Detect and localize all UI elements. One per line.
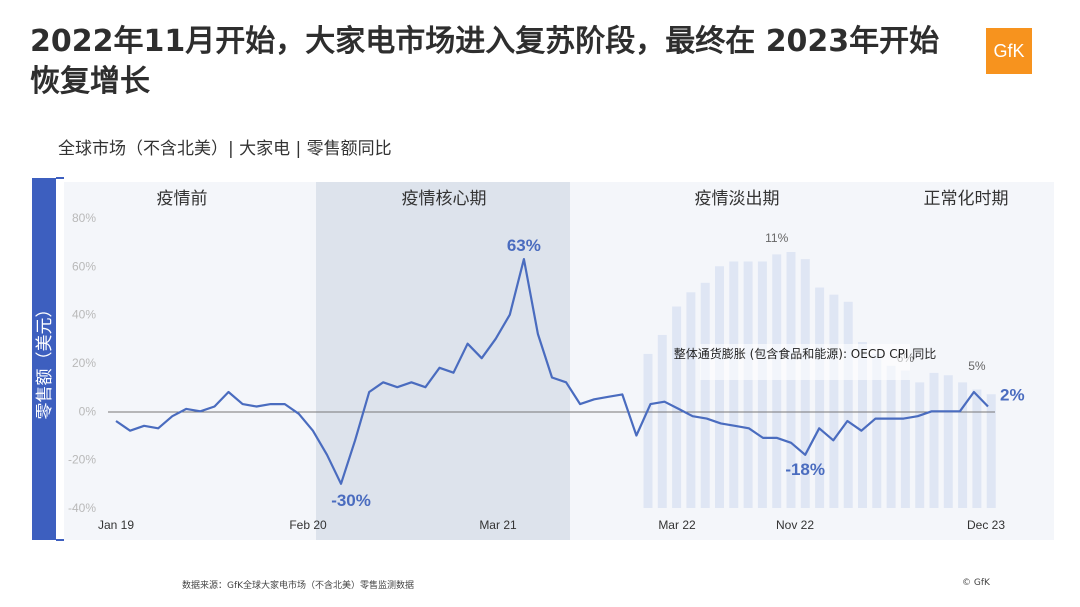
callout-label: -18% <box>785 460 825 479</box>
x-tick-label: Mar 21 <box>479 518 517 532</box>
cpi-bar <box>858 342 867 508</box>
phase-label: 疫情淡出期 <box>695 189 780 209</box>
cpi-bar <box>900 370 910 508</box>
cpi-bars: 11%6%5% <box>643 231 996 508</box>
cpi-bar <box>700 282 710 508</box>
y-tick-label: 40% <box>72 308 96 322</box>
y-tick-label: 60% <box>72 259 96 273</box>
cpi-note: 整体通货膨胀 (包含食品和能源): OECD CPI 同比 <box>674 346 936 361</box>
retail-yoy-line <box>115 258 989 485</box>
source-note: 数据来源：GfK全球大家电市场（不含北美）零售监测数据 <box>182 581 415 591</box>
cpi-bar <box>958 382 968 508</box>
cpi-value-label: 5% <box>968 359 986 373</box>
y-tick-label: 20% <box>72 356 96 370</box>
y-tick-label: -20% <box>68 453 96 467</box>
copyright: © GfK <box>962 578 990 588</box>
cpi-bar <box>915 382 925 508</box>
cpi-bar <box>986 394 996 508</box>
ylabel-bracket <box>56 177 64 541</box>
y-tick-label: 0% <box>79 404 97 418</box>
cpi-bar <box>643 353 653 508</box>
cpi-bar <box>829 294 839 508</box>
phase-label: 正常化时期 <box>924 189 1009 209</box>
x-tick-label: Mar 22 <box>658 518 696 532</box>
x-tick-label: Dec 23 <box>967 518 1005 532</box>
phase-band-pre <box>64 182 316 540</box>
phase-label: 疫情核心期 <box>402 189 487 209</box>
cpi-value-label: 11% <box>765 231 788 245</box>
cpi-bar <box>743 261 753 508</box>
gfk-logo: GfK <box>986 28 1032 74</box>
chart-subtitle: 全球市场（不含北美）| 大家电 | 零售额同比 <box>58 139 392 159</box>
cpi-bar <box>757 261 767 508</box>
y-tick-label: 80% <box>72 211 96 225</box>
x-tick-label: Feb 20 <box>289 518 327 532</box>
cpi-bar <box>886 365 896 508</box>
y-tick-label: -40% <box>68 501 96 515</box>
cpi-bar <box>815 287 825 508</box>
cpi-bar <box>686 292 696 508</box>
cpi-bar <box>800 259 810 508</box>
cpi-bar <box>872 353 882 508</box>
cpi-bar <box>943 375 953 508</box>
phase-band-core <box>316 182 570 540</box>
page-title: 2022年11月开始，大家电市场进入复苏阶段，最终在 2023年开始恢复增长 <box>30 24 940 99</box>
callout-label: 63% <box>507 236 541 255</box>
x-ticks: Jan 19 Feb 20 Mar 21 Mar 22 Nov 22 Dec 23 <box>98 518 1005 532</box>
phase-label: 疫情前 <box>157 189 208 209</box>
x-tick-label: Nov 22 <box>776 518 814 532</box>
cpi-bar <box>729 261 739 508</box>
cpi-note-box <box>700 344 910 380</box>
cpi-bar <box>772 254 782 508</box>
cpi-bar <box>929 372 939 508</box>
cpi-bar <box>715 266 724 508</box>
ylabel-panel <box>32 178 56 540</box>
cpi-bar <box>657 334 667 508</box>
callout-label: -30% <box>331 491 371 510</box>
x-tick-label: Jan 19 <box>98 518 134 532</box>
y-ticks: 80% 60% 40% 20% 0% -20% -40% <box>68 211 96 515</box>
callout-label: 2% <box>1000 386 1025 405</box>
y-axis-label: 零售额（美元） <box>35 301 55 420</box>
callouts: 63% -30% -18% 2% <box>331 236 1024 510</box>
cpi-bar <box>843 301 853 508</box>
cpi-bar <box>972 389 982 508</box>
phase-labels: 疫情前 疫情核心期 疫情淡出期 正常化时期 <box>157 189 1009 209</box>
